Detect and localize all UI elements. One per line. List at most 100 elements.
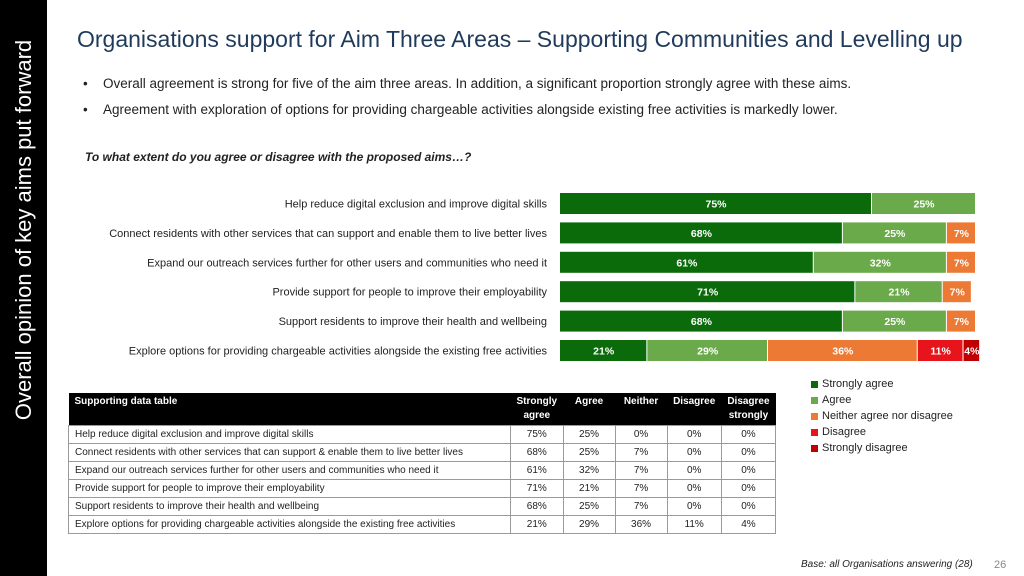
table-header-row: Supporting data table Strongly agree Agr…: [68, 393, 776, 426]
table-row: Help reduce digital exclusion and improv…: [68, 425, 777, 444]
data-label: 71%: [697, 287, 719, 299]
bar-segment: [946, 222, 975, 244]
bar-segment: [560, 281, 855, 303]
table-cell: 11%: [666, 515, 722, 534]
table-cell: 0%: [666, 497, 722, 516]
table-cell: 0%: [666, 479, 722, 498]
table-row-label: Help reduce digital exclusion and improv…: [68, 425, 511, 444]
table-cell: 32%: [562, 461, 616, 480]
bar-segment: [842, 222, 946, 244]
table-row: Connect residents with other services th…: [68, 443, 777, 462]
category-label: Help reduce digital exclusion and improv…: [285, 199, 548, 211]
data-label: 25%: [913, 199, 935, 211]
table-cell: 0%: [720, 461, 777, 480]
table-cell: 68%: [510, 497, 564, 516]
table-cell: 7%: [614, 479, 668, 498]
table-cell: 71%: [510, 479, 564, 498]
legend-label: Strongly disagree: [822, 442, 908, 454]
table-cell: 7%: [614, 497, 668, 516]
table-row-label: Connect residents with other services th…: [68, 443, 511, 462]
data-label: 68%: [691, 316, 713, 328]
bar-segment: [560, 222, 842, 244]
bar-segment: [560, 340, 647, 361]
legend-swatch: [811, 412, 818, 420]
legend-item: Neither agree nor disagree: [811, 408, 953, 424]
bar-segment: [842, 310, 946, 332]
table-cell: 25%: [562, 425, 616, 444]
table-cell: 0%: [720, 479, 777, 498]
bar-segment: [813, 251, 946, 273]
bullet-icon: •: [83, 76, 88, 91]
legend-label: Disagree: [822, 426, 867, 438]
table-row: Support residents to improve their healt…: [68, 497, 777, 516]
bullet-text-2: Agreement with exploration of options fo…: [103, 102, 838, 117]
bar-segment: [942, 281, 971, 303]
data-label: 7%: [954, 228, 970, 240]
bullet-icon: •: [83, 102, 88, 117]
bar-segment: [855, 281, 942, 303]
table-row: Provide support for people to improve th…: [68, 479, 777, 498]
table-cell: 25%: [562, 443, 616, 462]
table-row: Explore options for providing chargeable…: [68, 515, 777, 534]
table-cell: 0%: [614, 425, 668, 444]
legend-label: Strongly agree: [822, 378, 894, 390]
table-header: Neither: [615, 393, 668, 426]
table-cell: 7%: [614, 443, 668, 462]
category-label: Connect residents with other services th…: [109, 228, 547, 240]
table-header: Agree: [563, 393, 616, 426]
bullet-text-1: Overall agreement is strong for five of …: [103, 76, 852, 91]
survey-question: To what extent do you agree or disagree …: [85, 150, 472, 164]
data-label: 11%: [930, 346, 951, 358]
legend-label: Neither agree nor disagree: [822, 410, 953, 422]
bullet-point-1: • Overall agreement is strong for five of…: [83, 76, 851, 91]
table-header: Disagree strongly: [721, 393, 776, 426]
table-cell: 0%: [720, 425, 777, 444]
legend-swatch: [811, 380, 818, 388]
legend-item: Agree: [811, 392, 953, 408]
page-number: 26: [994, 559, 1007, 571]
legend-item: Strongly agree: [811, 376, 953, 392]
legend-swatch: [811, 444, 818, 452]
category-label: Expand our outreach services further for…: [147, 257, 547, 269]
bar-segment: [946, 251, 975, 273]
data-label: 25%: [884, 316, 906, 328]
bar-segment: [963, 340, 980, 361]
supporting-data-table: Supporting data table Strongly agree Agr…: [68, 393, 777, 534]
stacked-bar-chart: Help reduce digital exclusion and improv…: [109, 193, 980, 361]
bar-segment: [560, 310, 842, 332]
table-cell: 25%: [562, 497, 616, 516]
legend-swatch: [811, 428, 818, 436]
chart-legend: Strongly agree Agree Neither agree nor dis…: [811, 376, 953, 456]
table-header: Strongly agree: [510, 393, 564, 426]
table-cell: 0%: [720, 443, 777, 462]
table-cell: 36%: [614, 515, 668, 534]
table-row-label: Support residents to improve their healt…: [68, 497, 511, 516]
data-label: 7%: [950, 287, 966, 299]
data-label: 4%: [964, 346, 980, 358]
table-header: Supporting data table: [68, 393, 511, 426]
data-label: 21%: [889, 287, 911, 299]
bullet-point-2: • Agreement with exploration of options f…: [83, 102, 838, 117]
table-cell: 0%: [666, 425, 722, 444]
category-label: Support residents to improve their healt…: [279, 316, 547, 328]
legend-label: Agree: [822, 394, 852, 406]
table-cell: 0%: [666, 461, 722, 480]
legend-item: Disagree: [811, 424, 953, 440]
data-label: 36%: [832, 346, 854, 358]
data-label: 32%: [870, 257, 892, 269]
table-row-label: Expand our outreach services further for…: [68, 461, 511, 480]
table-cell: 75%: [510, 425, 564, 444]
bar-segment: [946, 310, 975, 332]
data-label: 61%: [676, 257, 698, 269]
table-row-label: Explore options for providing chargeable…: [68, 515, 511, 534]
category-label: Provide support for people to improve th…: [272, 287, 547, 299]
legend-item: Strongly disagree: [811, 440, 953, 456]
table-cell: 21%: [510, 515, 564, 534]
category-label: Explore options for providing chargeable…: [129, 346, 548, 358]
table-cell: 7%: [614, 461, 668, 480]
bar-segment: [560, 251, 813, 273]
data-label: 29%: [697, 346, 719, 358]
data-label: 68%: [691, 228, 713, 240]
table-cell: 61%: [510, 461, 564, 480]
bar-segment: [647, 340, 767, 361]
